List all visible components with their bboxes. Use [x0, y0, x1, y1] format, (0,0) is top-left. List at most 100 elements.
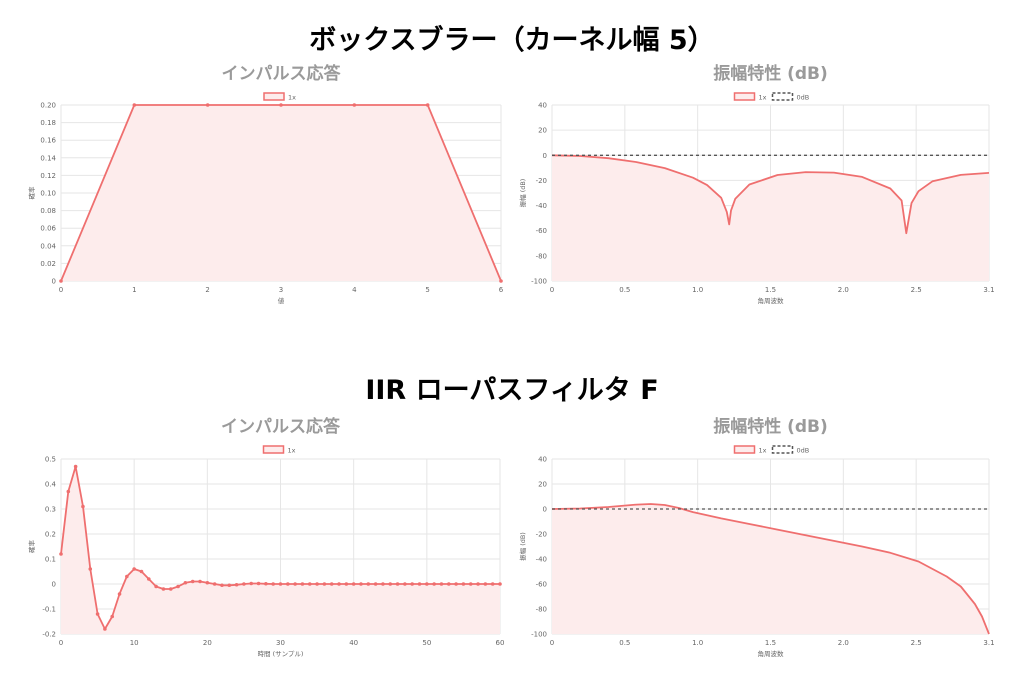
chart-title: インパルス応答	[222, 63, 342, 84]
data-point	[425, 103, 430, 107]
data-point	[117, 592, 122, 596]
x-tick-label: 60	[496, 639, 505, 647]
y-tick-label: 0.18	[40, 119, 56, 127]
data-point	[59, 552, 63, 556]
section-title: IIR ローパスフィルタ F	[365, 375, 659, 406]
legend: 1x	[262, 445, 296, 455]
y-tick-label: -80	[536, 606, 547, 614]
y-tick-label: 0.20	[40, 102, 56, 110]
legend-label: 1x	[288, 94, 296, 102]
x-tick-label: 1	[132, 286, 136, 294]
data-point	[352, 103, 357, 107]
legend-label: 0dB	[797, 447, 810, 455]
y-tick-label: 0	[52, 278, 56, 286]
legend: 1x	[263, 92, 296, 102]
y-tick-label: 0.2	[45, 531, 56, 539]
y-tick-label: 0.14	[40, 154, 56, 162]
legend-label: 1x	[759, 447, 767, 455]
chart-title: 振幅特性 (dB)	[713, 416, 828, 437]
data-point	[190, 579, 195, 584]
data-point	[220, 583, 224, 588]
data-point	[183, 580, 188, 585]
data-point	[329, 582, 334, 586]
y-tick-label: -0.2	[42, 631, 56, 639]
x-tick-label: 1.5	[765, 286, 776, 294]
x-tick-label: 0.5	[619, 286, 630, 294]
series-area	[552, 504, 989, 634]
x-tick-label: 40	[349, 639, 358, 647]
data-point	[103, 627, 107, 631]
x-tick-label: 0	[550, 639, 554, 647]
data-point	[293, 582, 297, 586]
x-axis-label: 値	[278, 296, 285, 305]
x-tick-label: 0.5	[619, 639, 630, 647]
x-tick-label: 50	[422, 639, 431, 647]
x-tick-label: 2.0	[838, 639, 849, 647]
y-tick-label: 0.04	[40, 242, 56, 250]
data-point	[278, 582, 283, 586]
data-point	[425, 582, 429, 586]
x-tick-label: 3	[279, 286, 283, 294]
y-tick-label: -60	[536, 581, 547, 589]
data-point	[432, 582, 436, 586]
data-point	[132, 103, 137, 107]
y-tick-label: 0.3	[45, 506, 56, 514]
series-line	[551, 503, 990, 635]
y-tick-label: 0.5	[45, 456, 56, 464]
legend-label: 0dB	[797, 94, 810, 102]
y-tick-label: 40	[538, 102, 547, 110]
data-point	[66, 489, 71, 494]
y-tick-label: 0	[543, 506, 547, 514]
data-point	[264, 581, 268, 586]
y-axis-label: 確率	[27, 186, 36, 200]
x-axis-label: 角周波数	[758, 296, 785, 305]
x-tick-label: 1.5	[765, 639, 776, 647]
series-area	[61, 105, 501, 281]
y-tick-label: 20	[538, 127, 547, 135]
data-point	[176, 584, 180, 589]
y-tick-label: 0.4	[45, 481, 57, 489]
y-tick-label: -100	[531, 278, 547, 286]
data-point	[168, 587, 173, 591]
data-point	[403, 582, 407, 586]
data-point	[322, 582, 327, 586]
series-line	[551, 154, 990, 235]
data-point	[110, 614, 115, 619]
y-tick-label: 0.12	[40, 172, 56, 180]
y-tick-label: 0	[543, 152, 547, 160]
y-tick-label: -60	[536, 227, 547, 235]
data-point	[300, 582, 305, 586]
y-tick-label: -20	[536, 177, 547, 185]
data-point	[234, 582, 239, 587]
chart-title: 振幅特性 (dB)	[713, 63, 828, 84]
y-tick-label: 0.06	[40, 225, 56, 233]
x-tick-label: 4	[352, 286, 357, 294]
data-point	[59, 279, 63, 283]
y-tick-label: 0	[52, 581, 56, 589]
y-tick-label: -20	[536, 531, 547, 539]
series-area	[552, 155, 989, 281]
data-point	[359, 582, 363, 586]
data-point	[461, 582, 466, 586]
legend-swatch	[263, 92, 285, 101]
series-area	[61, 466, 500, 634]
data-point	[212, 582, 217, 586]
data-point	[439, 582, 444, 586]
data-point	[498, 582, 502, 586]
y-tick-label: 20	[538, 481, 547, 489]
legend-label: 1x	[288, 447, 296, 455]
data-point	[73, 464, 78, 469]
x-tick-label: 0	[59, 639, 63, 647]
legend-swatch	[733, 445, 756, 454]
y-axis-label: 振幅 (dB)	[518, 179, 527, 208]
data-point	[249, 581, 254, 586]
legend-label: 1x	[759, 94, 767, 102]
data-point	[476, 582, 480, 586]
x-axis-label: 時間 (サンプル)	[258, 650, 304, 658]
legend-swatch	[771, 445, 794, 454]
x-tick-label: 1.0	[692, 286, 703, 294]
chart-title: インパルス応答	[221, 416, 341, 437]
chart-iir_mag: 振幅特性 (dB) 1x 0dB -100 -80 -60 -40 -20 0 20 40 0 0.5 1…	[518, 416, 995, 658]
data-point	[490, 582, 495, 586]
